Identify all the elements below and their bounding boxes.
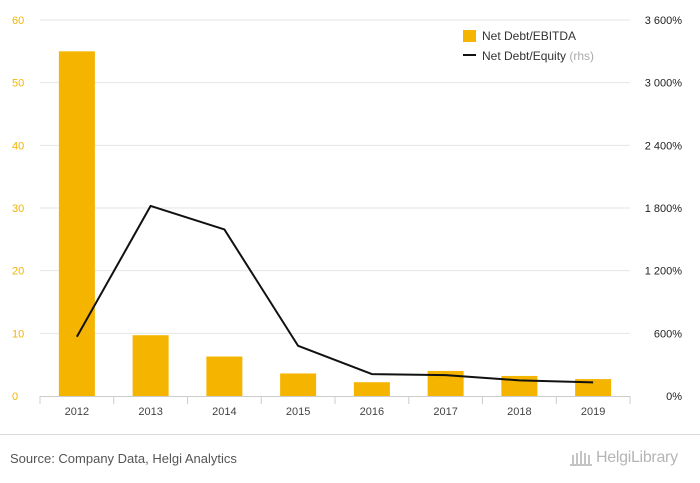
left-tick-label: 0 xyxy=(12,391,18,403)
right-tick-label: 2 400% xyxy=(645,140,683,152)
net-debt-equity-line xyxy=(76,204,594,384)
right-axis-ticks: 0% 600% 1 200% 1 800% 2 400% 3 000% 3 600% xyxy=(645,15,683,403)
x-tick-label: 2016 xyxy=(360,406,384,418)
grid-lines xyxy=(40,19,630,334)
right-tick-label: 1 800% xyxy=(645,203,683,215)
left-tick-label: 10 xyxy=(12,328,24,340)
bar-2019 xyxy=(575,379,612,396)
legend-line-suffix: (rhs) xyxy=(569,49,594,63)
footer-divider xyxy=(0,434,700,435)
right-tick-label: 3 000% xyxy=(645,78,683,90)
chart: 0 10 20 30 40 50 60 0% 600% 1 200% 1 800% 2 400% 3 … xyxy=(12,15,683,418)
library-building-icon xyxy=(570,451,592,466)
legend-line-name: Net Debt/Equity xyxy=(482,49,566,63)
left-tick-label: 50 xyxy=(12,78,24,90)
legend-label-line: Net Debt/Equity (rhs) xyxy=(482,49,594,63)
left-tick-label: 60 xyxy=(12,15,24,27)
bar-2012 xyxy=(58,51,95,396)
bar-2013 xyxy=(132,335,169,396)
x-tick-label: 2015 xyxy=(286,406,310,418)
source-note: Source: Company Data, Helgi Analytics xyxy=(10,451,237,466)
helgi-library-logo[interactable]: HelgiLibrary xyxy=(570,449,678,467)
left-tick-label: 30 xyxy=(12,203,24,215)
line-series xyxy=(76,204,594,384)
x-tick-label: 2013 xyxy=(138,406,162,418)
x-tick-label: 2012 xyxy=(65,406,89,418)
logo-text: HelgiLibrary xyxy=(596,449,678,466)
right-tick-label: 1 200% xyxy=(645,266,683,278)
x-tick-label: 2019 xyxy=(581,406,605,418)
right-tick-label: 3 600% xyxy=(645,15,683,27)
left-axis-ticks: 0 10 20 30 40 50 60 xyxy=(12,15,24,403)
bar-2016 xyxy=(353,382,390,396)
x-axis: 2012 2013 2014 2015 2016 2017 2018 2019 xyxy=(39,396,631,418)
legend: Net Debt/EBITDA Net Debt/Equity (rhs) xyxy=(463,29,594,63)
left-tick-label: 20 xyxy=(12,266,24,278)
x-tick-label: 2017 xyxy=(433,406,457,418)
legend-label-bar: Net Debt/EBITDA xyxy=(482,29,576,43)
bar-2015 xyxy=(280,373,317,396)
x-tick-label: 2018 xyxy=(507,406,531,418)
right-tick-label: 0% xyxy=(666,391,682,403)
bar-series xyxy=(58,51,612,396)
bar-2014 xyxy=(206,356,243,396)
x-tick-label: 2014 xyxy=(212,406,236,418)
legend-swatch-bar xyxy=(463,30,476,42)
left-tick-label: 40 xyxy=(12,140,24,152)
right-tick-label: 600% xyxy=(654,328,682,340)
